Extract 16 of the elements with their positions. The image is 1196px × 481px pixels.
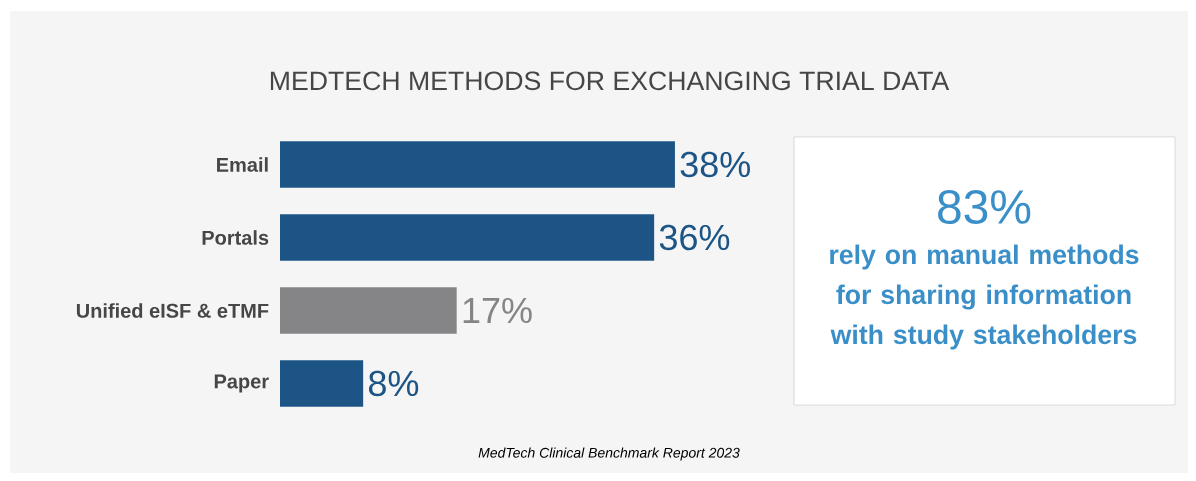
bar: [280, 214, 655, 261]
text: 83%: [938, 190, 1031, 224]
bar: [280, 141, 675, 188]
data-label: 8%: [368, 370, 419, 397]
y-tick-label: Email: [217, 157, 268, 172]
bar: [280, 360, 364, 407]
text: rely on manual methods for sharing information with study stakeholders: [830, 244, 1139, 350]
y-tick-label: Portals: [202, 230, 269, 245]
data-label: 17%: [463, 297, 532, 324]
text: MedTech Clinical Benchmark Report 2023: [478, 447, 740, 461]
y-tick-label: Unified eISF & eTMF: [76, 303, 269, 318]
bar: [280, 287, 457, 334]
data-label: 38%: [680, 151, 750, 178]
y-tick-label: Paper: [214, 374, 269, 393]
chart-title: MEDTECH METHODS FOR EXCHANGING TRIAL DATA: [270, 71, 950, 91]
data-label: 36%: [659, 224, 730, 251]
